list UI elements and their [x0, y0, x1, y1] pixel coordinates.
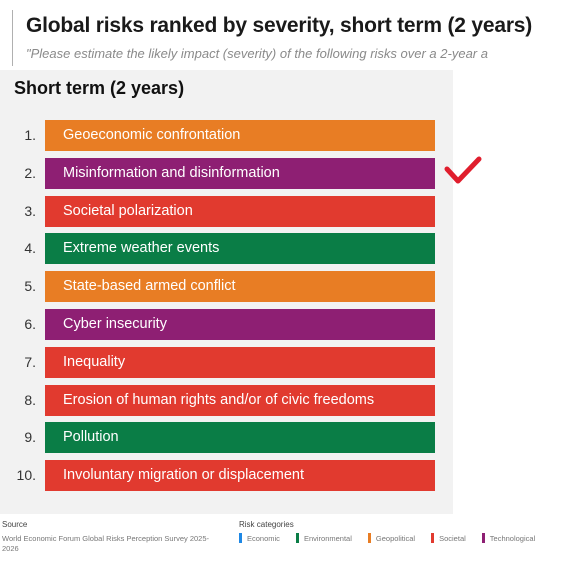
legend-item: Geopolitical	[367, 533, 416, 543]
legend-label: Geopolitical	[375, 533, 416, 543]
legend-title: Risk categories	[239, 520, 294, 529]
rank-number: 6.	[24, 316, 36, 332]
rank-number: 5.	[24, 278, 36, 295]
risk-bar: Misinformation and disinformation	[45, 157, 435, 189]
risk-bar: Pollution	[45, 422, 435, 454]
legend-swatch	[295, 533, 299, 543]
risk-bar: Erosion of human rights and/or of civic …	[45, 384, 435, 416]
risk-bar: Extreme weather events	[45, 233, 435, 265]
risk-bar: Societal polarization	[45, 195, 435, 227]
survey-question: "Please estimate the likely impact (seve…	[26, 46, 488, 61]
risk-bar: Cyber insecurity	[45, 309, 435, 340]
legend-swatch	[481, 533, 485, 543]
risk-ranking-list: 1. Geoeconomic confrontation 2. Misinformat…	[16, 120, 435, 492]
header-divider	[12, 10, 13, 66]
chart-title: Short term (2 years)	[14, 78, 185, 98]
rank-number: 10.	[16, 467, 36, 484]
risk-category-legend: Economic Environmental Geopolitical Societa…	[239, 533, 551, 543]
legend-swatch	[367, 533, 371, 543]
legend-label: Technological	[489, 533, 536, 543]
legend-item: Technological	[481, 533, 536, 543]
risk-bar: Geoeconomic confrontation	[45, 120, 435, 151]
rank-number: 7.	[24, 353, 36, 370]
legend-item: Environmental	[295, 533, 352, 543]
rank-number: 1.	[24, 127, 36, 143]
rank-number: 2.	[24, 164, 36, 181]
rank-number: 4.	[24, 240, 36, 257]
risk-bar: Inequality	[45, 346, 435, 378]
checkmark-icon	[444, 156, 482, 184]
rank-number: 8.	[24, 391, 36, 408]
risk-bar: State-based armed conflict	[45, 271, 435, 303]
rank-number: 3.	[24, 202, 36, 219]
source-text: World Economic Forum Global Risks Percep…	[2, 534, 210, 553]
page-title: Global risks ranked by severity, short t…	[26, 14, 533, 37]
legend-label: Economic	[247, 533, 280, 543]
legend-label: Environmental	[303, 533, 352, 543]
legend-item: Economic	[239, 533, 280, 543]
legend-swatch	[431, 533, 435, 543]
legend-swatch	[239, 533, 242, 543]
rank-number: 9.	[24, 429, 36, 446]
source-heading: Source	[2, 520, 28, 529]
risk-bar: Involuntary migration or displacement	[45, 460, 435, 492]
footer	[0, 514, 567, 566]
legend-item: Societal	[431, 533, 466, 543]
legend-label: Societal	[439, 533, 466, 543]
